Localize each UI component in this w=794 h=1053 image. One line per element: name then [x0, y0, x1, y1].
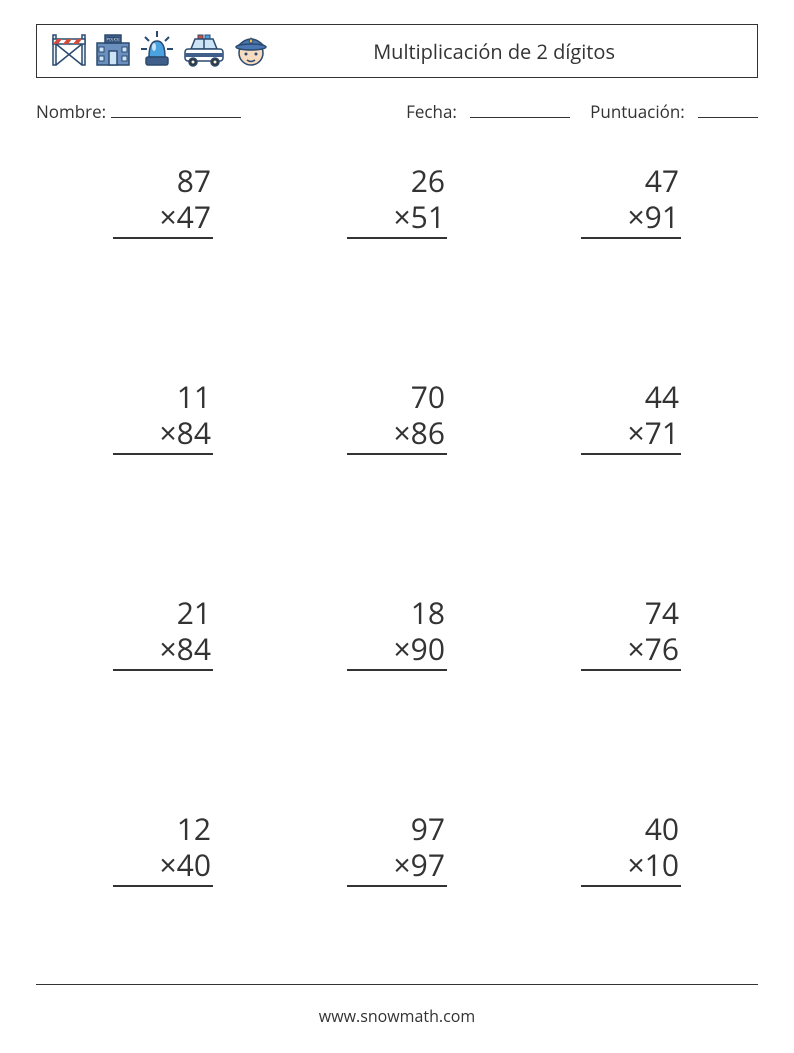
- problem-bottom-number: ×90: [347, 631, 447, 671]
- problem-top-number: 87: [113, 163, 213, 199]
- multiplication-problem: 11×84: [113, 379, 213, 455]
- multiplication-problem: 74×76: [581, 595, 681, 671]
- meta-name: Nombre:: [36, 100, 241, 123]
- worksheet-page: POLICE: [0, 0, 794, 1053]
- multiplication-problem: 21×84: [113, 595, 213, 671]
- problem-top-number: 26: [347, 163, 447, 199]
- problem-top-number: 18: [347, 595, 447, 631]
- problem-top-number: 44: [581, 379, 681, 415]
- problem-bottom-number: ×71: [581, 415, 681, 455]
- score-blank[interactable]: [698, 100, 758, 118]
- name-label: Nombre:: [36, 100, 106, 123]
- problem-top-number: 97: [347, 811, 447, 847]
- problem-top-number: 12: [113, 811, 213, 847]
- multiplication-problem: 87×47: [113, 163, 213, 239]
- problem-bottom-number: ×51: [347, 199, 447, 239]
- multiplication-problem: 70×86: [347, 379, 447, 455]
- header-box: POLICE: [36, 24, 758, 78]
- date-blank[interactable]: [470, 100, 570, 118]
- problem-bottom-number: ×40: [113, 847, 213, 887]
- problem-bottom-number: ×86: [347, 415, 447, 455]
- barrier-icon: [49, 29, 89, 74]
- date-label: Fecha:: [406, 100, 457, 123]
- problem-top-number: 74: [581, 595, 681, 631]
- meta-score: Puntuación:: [590, 100, 758, 123]
- meta-row: Nombre: Fecha: Puntuación:: [36, 100, 758, 123]
- problem-bottom-number: ×84: [113, 415, 213, 455]
- multiplication-problem: 97×97: [347, 811, 447, 887]
- svg-text:POLICE: POLICE: [107, 37, 121, 41]
- meta-date: Fecha:: [406, 100, 570, 123]
- problem-bottom-number: ×91: [581, 199, 681, 239]
- problems-grid: 87×4726×5147×9111×8470×8644×7121×8418×90…: [36, 163, 758, 887]
- multiplication-problem: 40×10: [581, 811, 681, 887]
- multiplication-problem: 26×51: [347, 163, 447, 239]
- multiplication-problem: 47×91: [581, 163, 681, 239]
- problem-bottom-number: ×84: [113, 631, 213, 671]
- multiplication-problem: 18×90: [347, 595, 447, 671]
- police-officer-icon: [231, 29, 271, 74]
- worksheet-title: Multiplicación de 2 dígitos: [373, 38, 745, 65]
- problem-top-number: 40: [581, 811, 681, 847]
- problem-top-number: 70: [347, 379, 447, 415]
- problem-bottom-number: ×47: [113, 199, 213, 239]
- header-icons: POLICE: [49, 29, 271, 74]
- problem-top-number: 11: [113, 379, 213, 415]
- multiplication-problem: 12×40: [113, 811, 213, 887]
- police-station-icon: POLICE: [93, 29, 133, 74]
- problem-bottom-number: ×76: [581, 631, 681, 671]
- multiplication-problem: 44×71: [581, 379, 681, 455]
- footer-text: www.snowmath.com: [0, 1005, 794, 1027]
- problem-bottom-number: ×97: [347, 847, 447, 887]
- score-label: Puntuación:: [590, 100, 685, 123]
- problem-top-number: 47: [581, 163, 681, 199]
- problem-top-number: 21: [113, 595, 213, 631]
- problem-bottom-number: ×10: [581, 847, 681, 887]
- police-car-icon: [181, 29, 227, 74]
- bottom-rule: [36, 984, 758, 985]
- name-blank[interactable]: [111, 100, 241, 118]
- siren-light-icon: [137, 29, 177, 74]
